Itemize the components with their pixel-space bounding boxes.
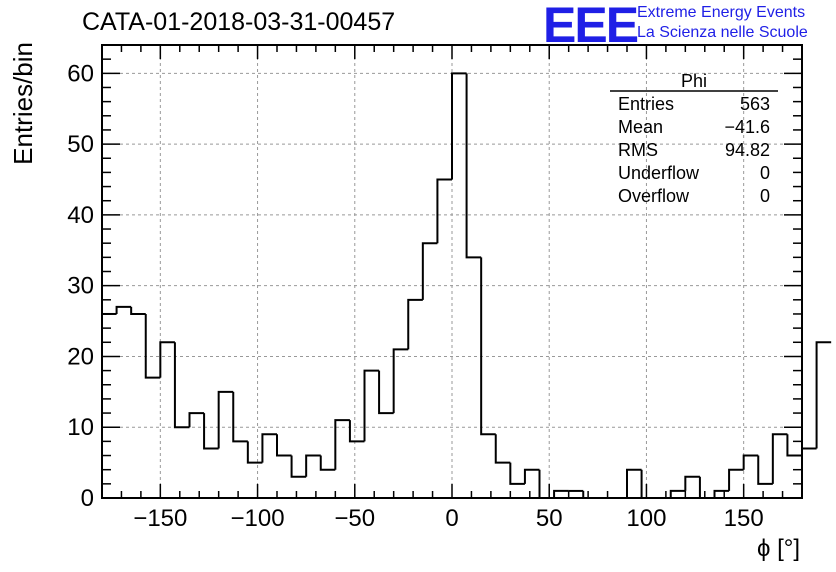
stats-label: Overflow	[618, 186, 690, 206]
histogram-bin	[742, 454, 759, 470]
histogram-bin	[348, 420, 365, 443]
histogram-bin	[553, 489, 569, 498]
y-axis-title: Entries/bin	[8, 42, 38, 165]
histogram-bin	[713, 489, 730, 498]
x-tick-label: 150	[724, 505, 764, 532]
x-tick-label: 50	[536, 505, 563, 532]
histogram-bin	[757, 455, 773, 485]
y-tick-label: 60	[67, 60, 94, 87]
histogram-bin	[130, 306, 146, 315]
stats-box: Phi Entries 563 Mean −41.6 RMS 94.82 Underflow 0…	[610, 71, 778, 206]
histogram-bin	[159, 341, 175, 378]
histogram-bin	[363, 369, 380, 442]
y-tick-label: 10	[67, 414, 94, 441]
histogram-bin	[786, 434, 802, 457]
histogram-bin	[188, 412, 205, 428]
histogram-bin	[305, 454, 321, 477]
histogram-bin	[728, 468, 744, 491]
histogram-bin	[246, 441, 263, 464]
x-axis-title: ϕ [°]	[757, 535, 800, 562]
stats-value: 94.82	[725, 140, 770, 160]
histogram-bin	[451, 72, 467, 180]
histogram-bin	[334, 419, 350, 470]
histogram-bin	[684, 475, 700, 491]
run-title: CATA-01-2018-03-31-00457	[82, 8, 396, 36]
y-tick-label: 20	[67, 343, 94, 370]
histogram-bin	[465, 73, 482, 259]
histogram-bin	[494, 434, 511, 464]
histogram-bin	[144, 313, 161, 379]
histogram-bin	[640, 469, 657, 499]
histogram-bin	[319, 455, 336, 471]
y-tick-label: 50	[67, 131, 94, 158]
tick-layer	[101, 44, 803, 499]
histogram-bin	[261, 433, 277, 463]
stats-title: Phi	[681, 71, 707, 91]
histogram-bin	[436, 178, 452, 244]
x-tick-label: −50	[334, 505, 375, 532]
histogram-bin	[509, 462, 525, 485]
histogram-bin	[203, 413, 219, 450]
label-layer: −150 −100 −50 0 50 100 150 0 10 20 30 40 50 60 ϕ [°] En…	[8, 42, 800, 562]
histogram-bin	[232, 391, 248, 443]
histogram-bin	[582, 490, 598, 499]
histogram-bin	[771, 433, 788, 484]
histogram-bin	[173, 342, 190, 429]
histogram-bin	[538, 469, 555, 499]
x-tick-label: −150	[133, 505, 187, 532]
y-tick-label: 0	[81, 485, 94, 512]
histogram-bin	[115, 305, 132, 314]
x-tick-label: 0	[445, 505, 458, 532]
stats-value: 0	[760, 163, 770, 183]
histogram-layer	[102, 72, 832, 499]
histogram-bin	[626, 468, 642, 498]
histogram-bin	[276, 434, 292, 457]
stats-value: 563	[740, 94, 770, 114]
stats-value: −41.6	[724, 117, 770, 137]
stats-label: Underflow	[618, 163, 700, 183]
histogram-bin	[669, 489, 686, 498]
stats-label: Mean	[618, 117, 663, 137]
histogram-bin	[392, 348, 409, 414]
histogram-bin	[523, 468, 540, 484]
histogram-bin	[815, 341, 832, 449]
logo-line-2: La Scienza nelle Scuole	[637, 24, 808, 41]
histogram-bin	[480, 257, 496, 436]
histogram-bin	[421, 242, 438, 300]
x-tick-label: −100	[231, 505, 285, 532]
y-tick-label: 30	[67, 273, 94, 300]
histogram-bin	[698, 476, 715, 499]
histogram-bin	[407, 298, 423, 350]
y-tick-label: 40	[67, 202, 94, 229]
histogram-bin	[217, 390, 234, 449]
stats-label: Entries	[618, 94, 674, 114]
stats-label: RMS	[618, 140, 658, 160]
logo-line-1: Extreme Energy Events	[637, 4, 806, 21]
stats-value: 0	[760, 186, 770, 206]
x-tick-label: 100	[626, 505, 666, 532]
histogram-bin	[290, 455, 307, 478]
histogram-bin	[378, 370, 394, 415]
histogram-bin	[801, 447, 817, 456]
